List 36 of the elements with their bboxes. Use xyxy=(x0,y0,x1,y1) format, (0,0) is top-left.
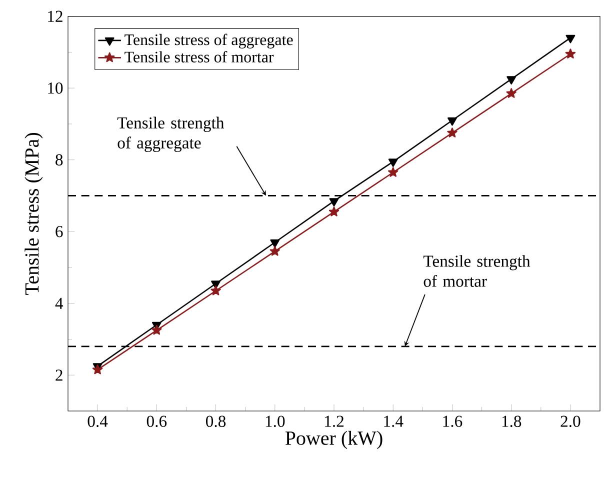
y-tick-label: 10 xyxy=(48,82,63,94)
x-tick-label: 1.0 xyxy=(266,416,285,428)
point xyxy=(565,48,576,58)
point xyxy=(448,117,457,126)
x-tick-label: 1.8 xyxy=(502,416,522,428)
annotation: Tensile strength of aggregate xyxy=(117,116,224,152)
x-tick-label: 0.8 xyxy=(206,416,226,428)
point xyxy=(506,88,516,98)
x-tick-label: 0.4 xyxy=(88,416,108,428)
point xyxy=(329,198,339,206)
point xyxy=(210,285,221,296)
point xyxy=(270,239,280,248)
x-tick-label: 1.2 xyxy=(325,416,344,427)
point xyxy=(506,76,516,84)
x-tick-label: 0.6 xyxy=(146,416,167,428)
legend-label: Tensile stress of aggregate xyxy=(124,34,293,48)
y-tick-label: 4 xyxy=(55,298,64,309)
y-tick-label: 12 xyxy=(48,10,62,22)
point xyxy=(92,364,103,374)
annotation: Tensile strength of mortar xyxy=(423,255,530,287)
point xyxy=(447,128,458,138)
x-tick-label: 2.0 xyxy=(560,416,580,428)
point xyxy=(566,34,576,44)
y-tick-label: 2 xyxy=(56,370,62,381)
y-tick-label: 8 xyxy=(56,154,63,166)
point xyxy=(270,246,280,256)
y-tick-label: 6 xyxy=(56,226,63,238)
y-axis-title: Tensile stress (MPa) xyxy=(24,133,43,295)
point xyxy=(388,167,398,177)
point xyxy=(328,206,340,216)
x-axis-title: Power (kW) xyxy=(285,430,382,449)
point xyxy=(152,324,162,335)
point xyxy=(388,158,398,167)
legend-label: Tensile stress of mortar xyxy=(124,51,274,62)
x-tick-label: 1.4 xyxy=(384,416,404,427)
x-tick-label: 1.6 xyxy=(443,416,462,427)
